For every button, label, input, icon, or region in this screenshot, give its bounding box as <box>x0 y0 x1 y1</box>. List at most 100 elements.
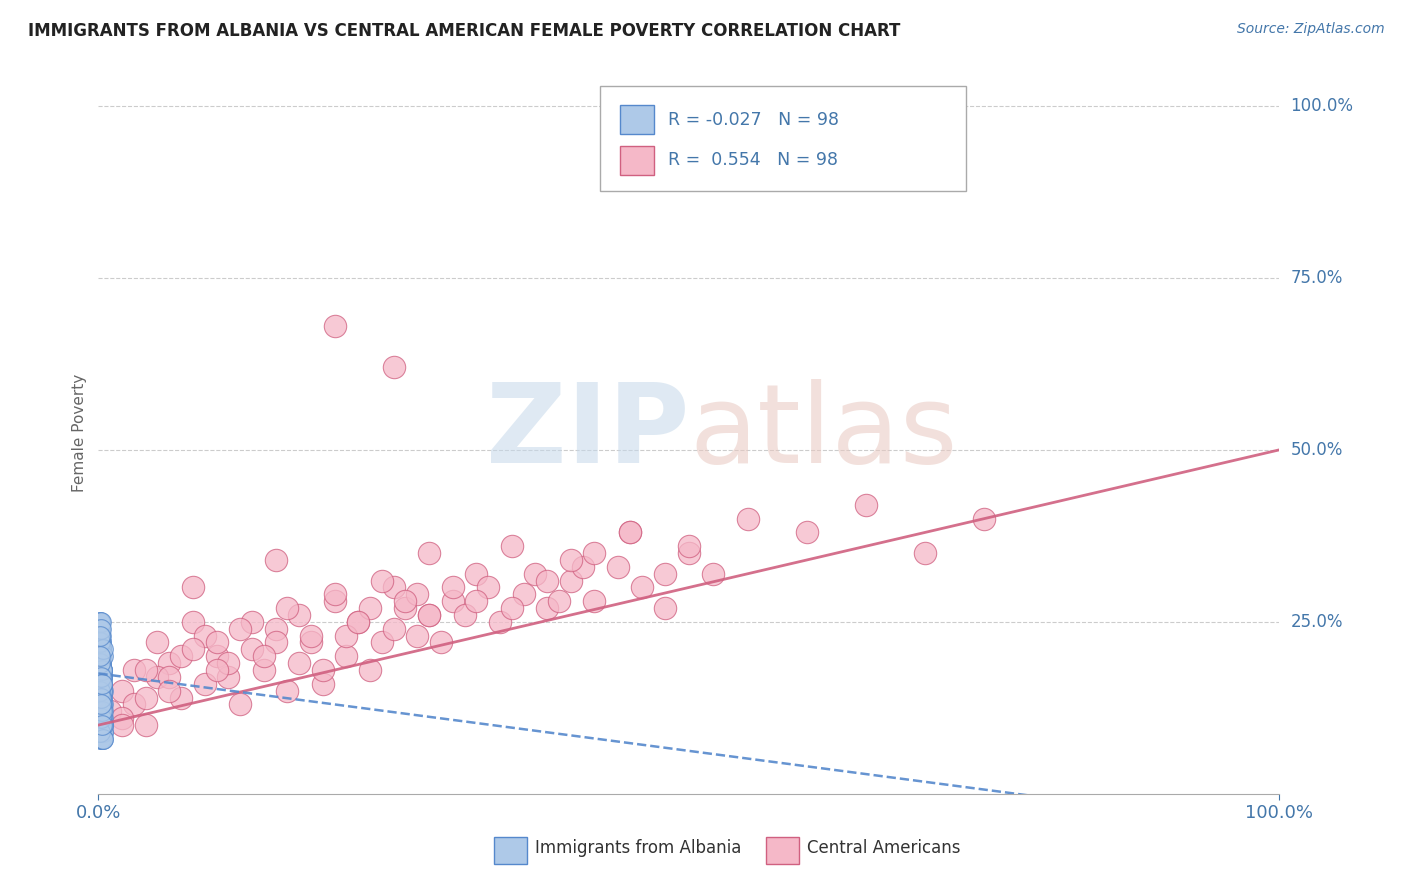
Point <box>323 594 346 608</box>
Point <box>441 581 464 595</box>
Point <box>91 642 114 657</box>
Point <box>240 615 263 629</box>
Point <box>90 670 112 684</box>
Point <box>91 698 114 712</box>
Text: Central Americans: Central Americans <box>807 839 960 857</box>
Point <box>90 704 112 718</box>
Point <box>90 663 112 677</box>
Point <box>90 704 112 718</box>
Point <box>91 704 114 718</box>
Point <box>89 656 111 670</box>
Point <box>335 629 357 643</box>
Point <box>205 649 228 664</box>
Text: R = -0.027   N = 98: R = -0.027 N = 98 <box>668 111 839 128</box>
Point <box>91 718 114 732</box>
Point <box>91 731 114 746</box>
Point <box>89 670 111 684</box>
Point <box>441 594 464 608</box>
Point <box>91 725 114 739</box>
Point <box>418 607 440 622</box>
Point <box>264 622 287 636</box>
Point <box>536 574 558 588</box>
Point <box>560 553 582 567</box>
Point <box>89 690 111 705</box>
Point <box>382 360 405 375</box>
Point <box>89 635 111 649</box>
Point <box>90 649 112 664</box>
Point <box>264 553 287 567</box>
Text: ZIP: ZIP <box>485 379 689 486</box>
Point <box>90 711 112 725</box>
Point <box>89 663 111 677</box>
Point <box>89 698 111 712</box>
Point <box>465 566 488 581</box>
Point <box>619 525 641 540</box>
Point <box>406 629 429 643</box>
Point <box>90 663 112 677</box>
Point <box>737 511 759 525</box>
Point <box>91 731 114 746</box>
Point <box>229 622 252 636</box>
Point <box>382 581 405 595</box>
Point <box>217 656 239 670</box>
Point <box>91 711 114 725</box>
Point <box>91 683 114 698</box>
Point <box>90 642 112 657</box>
Point <box>91 704 114 718</box>
Point <box>89 635 111 649</box>
Point <box>89 649 111 664</box>
Point <box>90 642 112 657</box>
Point <box>855 498 877 512</box>
Point <box>489 615 512 629</box>
Point <box>796 525 818 540</box>
Point <box>90 649 112 664</box>
Point <box>583 546 606 560</box>
Point <box>253 649 276 664</box>
Point <box>288 607 311 622</box>
Point <box>299 629 322 643</box>
Point <box>91 670 114 684</box>
Point <box>607 559 630 574</box>
Point <box>973 511 995 525</box>
Point <box>91 670 114 684</box>
Point <box>89 677 111 691</box>
Point <box>90 718 112 732</box>
Point <box>89 683 111 698</box>
Point <box>91 698 114 712</box>
Point <box>276 683 298 698</box>
Point <box>91 663 114 677</box>
Bar <box>494 837 527 864</box>
Point <box>453 607 475 622</box>
Point <box>312 663 335 677</box>
Point <box>430 635 453 649</box>
Point <box>122 698 145 712</box>
Point <box>205 635 228 649</box>
Point <box>394 601 416 615</box>
Point <box>91 704 114 718</box>
Text: 50.0%: 50.0% <box>1291 441 1343 458</box>
Text: Source: ZipAtlas.com: Source: ZipAtlas.com <box>1237 22 1385 37</box>
Point <box>90 725 112 739</box>
Point <box>90 683 112 698</box>
Point <box>418 607 440 622</box>
Point <box>240 642 263 657</box>
Point <box>89 649 111 664</box>
Point <box>157 656 180 670</box>
Point <box>91 718 114 732</box>
Point <box>90 698 112 712</box>
Point <box>89 677 111 691</box>
Point <box>524 566 547 581</box>
Point <box>89 690 111 705</box>
Point <box>89 615 111 629</box>
Point <box>90 731 112 746</box>
Point <box>89 656 111 670</box>
Point <box>371 574 394 588</box>
Point <box>91 718 114 732</box>
Point <box>90 698 112 712</box>
Point <box>91 711 114 725</box>
Point <box>548 594 571 608</box>
Point <box>91 663 114 677</box>
Point <box>264 635 287 649</box>
Point <box>560 574 582 588</box>
Point <box>91 690 114 705</box>
